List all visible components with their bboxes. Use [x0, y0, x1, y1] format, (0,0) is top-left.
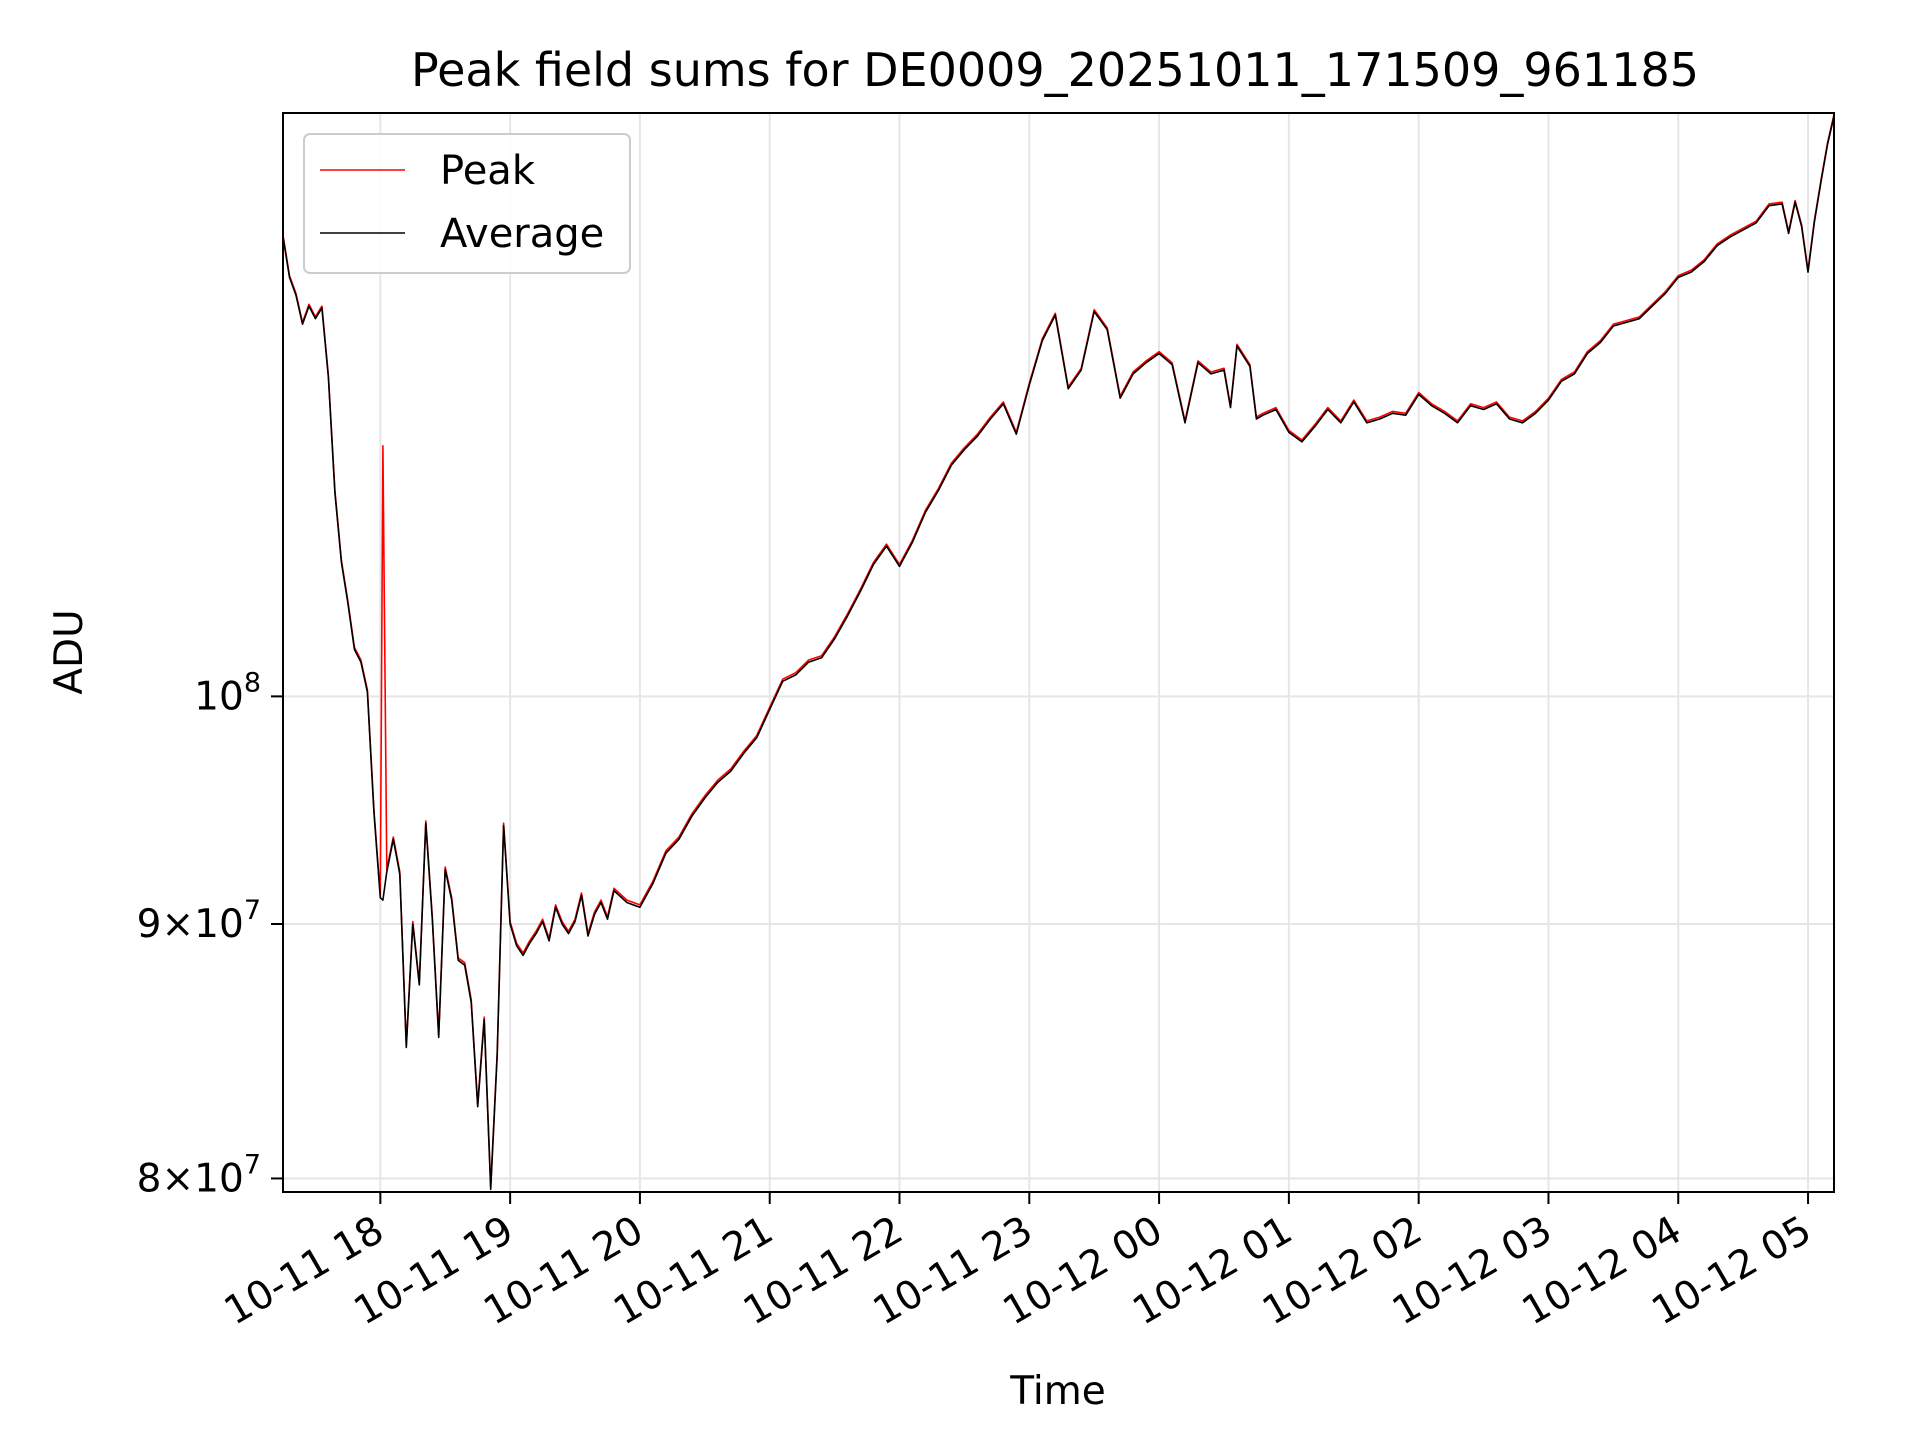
- y-tick-mantissa: 8×: [137, 1156, 195, 1201]
- plot-frame: [282, 112, 1835, 1193]
- y-tick-label: 9×107: [137, 895, 261, 947]
- y-tick-exponent: 7: [244, 895, 261, 926]
- x-axis-label: Time: [1009, 1369, 1105, 1414]
- legend: Peak Average: [303, 133, 631, 274]
- y-tick-exponent: 8: [244, 667, 261, 698]
- y-tick-base: 10: [194, 674, 244, 719]
- y-tick-label: 8×107: [137, 1149, 261, 1201]
- legend-peak-label: Peak: [440, 148, 536, 194]
- y-axis-label: ADU: [47, 609, 92, 694]
- legend-average-label: Average: [440, 211, 604, 257]
- grid: [283, 113, 1834, 1192]
- y-tick-base: 10: [194, 902, 244, 947]
- series-line-average: [282, 115, 1835, 1191]
- chart-title: Peak field sums for DE0009_20251011_1715…: [411, 43, 1699, 97]
- y-tick-base: 10: [194, 1156, 244, 1201]
- y-tick-exponent: 7: [244, 1149, 261, 1180]
- y-tick-label: 108: [194, 667, 261, 719]
- series-layer: [282, 113, 1835, 1191]
- y-tick-mantissa: 9×: [137, 902, 195, 947]
- legend-box: [303, 133, 631, 274]
